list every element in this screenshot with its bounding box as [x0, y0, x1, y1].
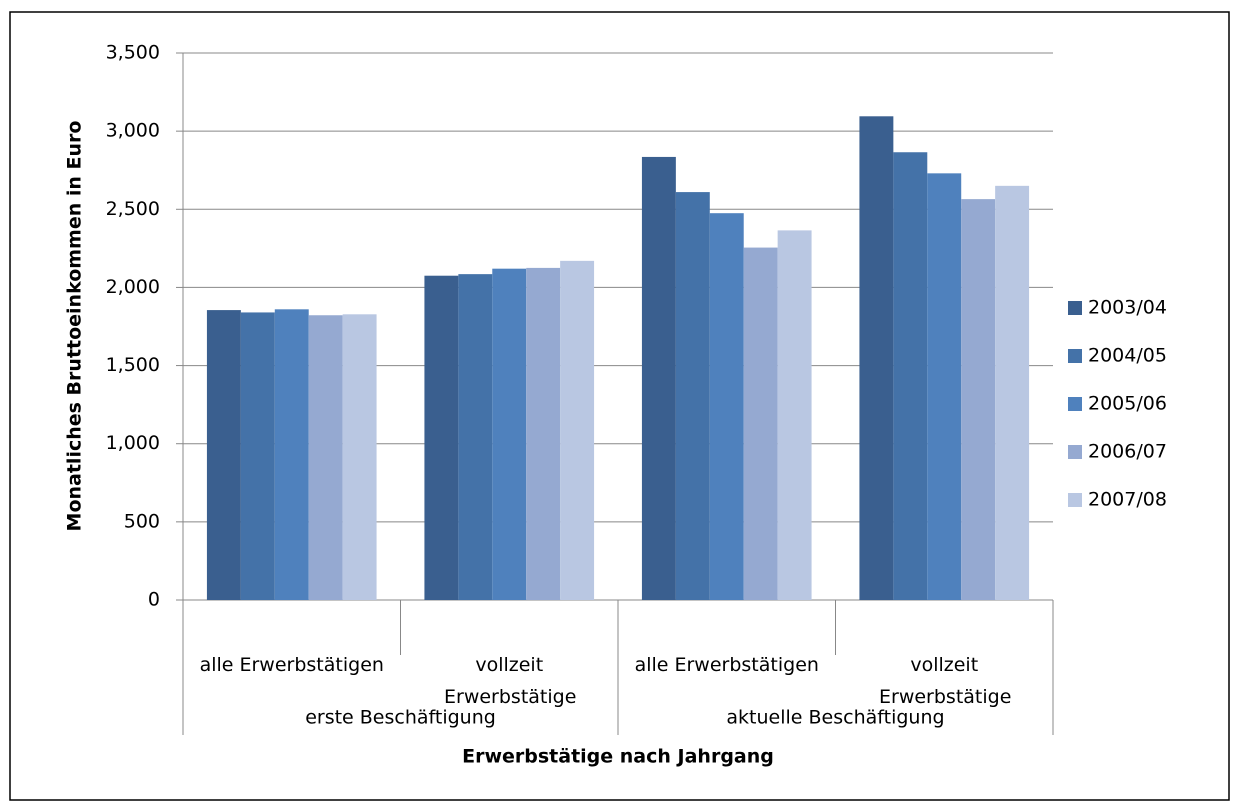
bar — [927, 173, 962, 600]
legend-swatch — [1068, 493, 1082, 507]
y-tick-label: 1,000 — [106, 432, 160, 454]
bar — [859, 116, 894, 600]
y-tick-label: 1,500 — [106, 354, 160, 376]
bar — [709, 213, 744, 600]
group-label: erste Beschäftigung — [305, 707, 496, 729]
bar — [641, 156, 676, 600]
legend-label: 2006/07 — [1088, 441, 1167, 463]
x-axis-title: Erwerbstätige nach Jahrgang — [462, 746, 774, 768]
y-tick-label: 3,000 — [106, 120, 160, 142]
legend-label: 2007/08 — [1088, 489, 1167, 511]
bar — [526, 267, 561, 600]
y-tick-label: 2,500 — [106, 198, 160, 220]
legend-label: 2005/06 — [1088, 393, 1167, 415]
bar — [961, 199, 996, 600]
bar — [206, 310, 241, 600]
bar — [424, 275, 459, 600]
legend-swatch — [1068, 349, 1082, 363]
bar — [274, 309, 309, 600]
bar — [675, 192, 710, 600]
legend-swatch — [1068, 397, 1082, 411]
x-tick-label: vollzeit Erwerbstätige — [879, 654, 1012, 708]
bar — [458, 274, 493, 600]
bar — [995, 185, 1030, 601]
legend-swatch — [1068, 301, 1082, 315]
bar — [560, 260, 595, 600]
chart-border — [9, 11, 1230, 801]
bar — [342, 314, 377, 600]
y-axis-title: Monatliches Bruttoeinkommen in Euro — [64, 121, 86, 532]
bar — [777, 230, 812, 601]
y-tick-label: 0 — [148, 589, 160, 611]
y-tick-label: 2,000 — [106, 276, 160, 298]
x-tick-label: alle Erwerbstätigen — [199, 654, 384, 676]
x-tick-label: alle Erwerbstätigen — [634, 654, 819, 676]
bar — [240, 312, 275, 600]
x-tick-label: vollzeit Erwerbstätige — [444, 654, 577, 708]
legend-label: 2003/04 — [1088, 297, 1167, 319]
bar — [893, 152, 928, 600]
y-tick-label: 500 — [124, 510, 160, 532]
bar — [492, 268, 527, 600]
legend-swatch — [1068, 445, 1082, 459]
bar — [308, 315, 343, 600]
group-label: aktuelle Beschäftigung — [726, 707, 944, 729]
y-tick-label: 3,500 — [106, 42, 160, 64]
legend-label: 2004/05 — [1088, 345, 1167, 367]
bar — [743, 247, 778, 600]
